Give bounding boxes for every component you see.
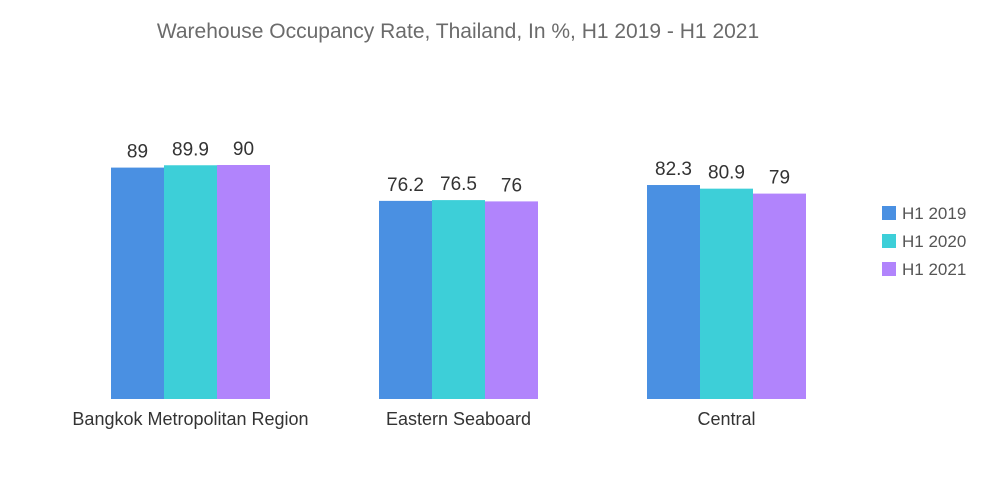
legend-swatch-h1-2020 [882, 234, 896, 248]
value-label-bangkok-metropolitan-region-h1-2021: 90 [233, 139, 254, 160]
bars-layer [111, 165, 806, 399]
bar-eastern-seaboard-h1-2019 [379, 200, 432, 399]
category-label-eastern-seaboard: Eastern Seaboard [386, 409, 531, 429]
value-label-bangkok-metropolitan-region-h1-2019: 89 [127, 142, 148, 163]
legend-label-h1-2019: H1 2019 [902, 204, 966, 223]
bar-eastern-seaboard-h1-2020 [432, 200, 485, 399]
legend-label-h1-2020: H1 2020 [902, 232, 966, 251]
legend-label-h1-2021: H1 2021 [902, 260, 966, 279]
value-label-eastern-seaboard-h1-2019: 76.2 [387, 175, 424, 196]
bar-bangkok-metropolitan-region-h1-2021 [217, 165, 270, 399]
value-labels-layer: 89 89.9 90 76.2 76.5 76 82.3 80.9 79 [127, 139, 790, 196]
legend-swatch-h1-2019 [882, 206, 896, 220]
value-label-central-h1-2019: 82.3 [655, 159, 692, 180]
bar-central-h1-2019 [647, 185, 700, 399]
category-labels-layer: Bangkok Metropolitan Region Eastern Seabo… [72, 409, 755, 429]
bar-central-h1-2020 [700, 188, 753, 399]
value-label-central-h1-2020: 80.9 [708, 163, 745, 184]
bar-bangkok-metropolitan-region-h1-2020 [164, 165, 217, 399]
bar-bangkok-metropolitan-region-h1-2019 [111, 167, 164, 399]
chart-title: Warehouse Occupancy Rate, Thailand, In %… [157, 20, 759, 43]
value-label-eastern-seaboard-h1-2020: 76.5 [440, 174, 477, 195]
value-label-bangkok-metropolitan-region-h1-2020: 89.9 [172, 139, 209, 160]
legend-swatch-h1-2021 [882, 262, 896, 276]
category-label-bangkok-metropolitan-region: Bangkok Metropolitan Region [72, 409, 308, 429]
bar-central-h1-2021 [753, 193, 806, 399]
category-label-central: Central [697, 409, 755, 429]
value-label-central-h1-2021: 79 [769, 168, 790, 189]
value-label-eastern-seaboard-h1-2021: 76 [501, 175, 522, 196]
bar-eastern-seaboard-h1-2021 [485, 201, 538, 399]
legend: H1 2019 H1 2020 H1 2021 [882, 204, 966, 279]
